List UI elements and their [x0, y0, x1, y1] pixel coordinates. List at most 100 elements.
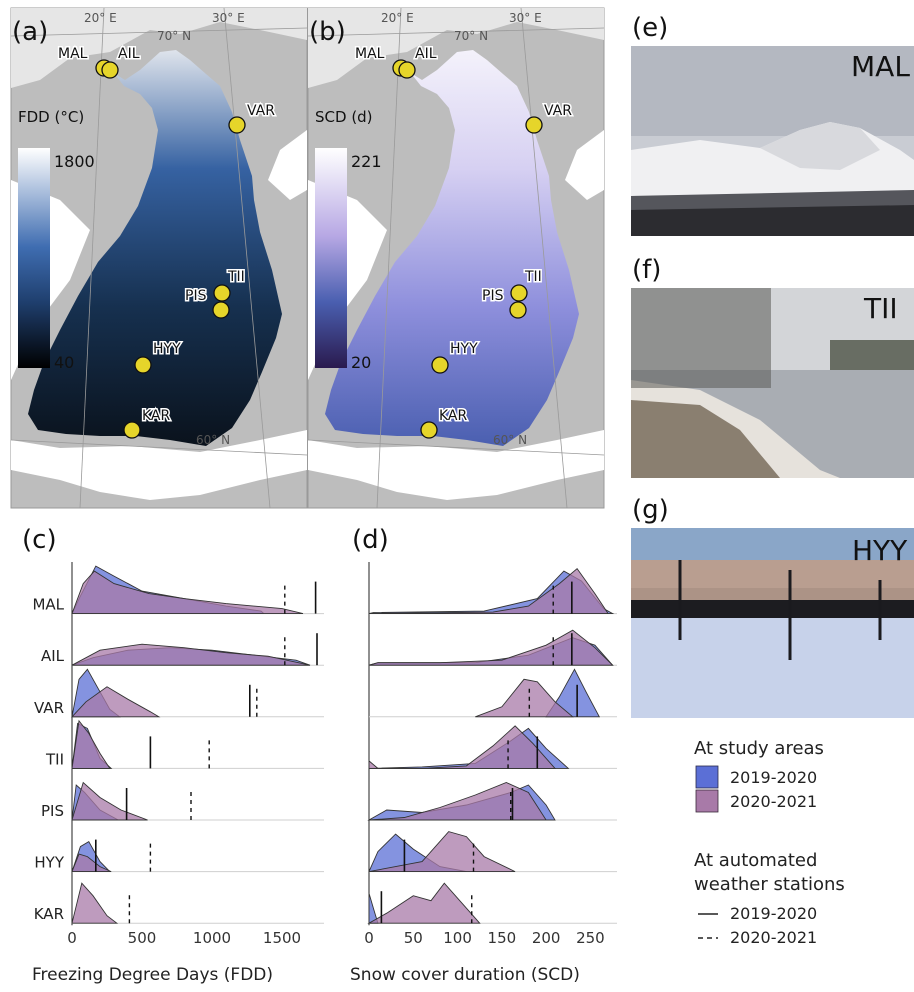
x-tick-label: 200: [532, 929, 561, 947]
lat-70-label-b: 70° N: [454, 29, 488, 43]
x-tick-label: 0: [364, 929, 374, 947]
photo-label-hyy: HYY: [852, 534, 908, 567]
density-mal-2020-2021: [71, 570, 304, 615]
site-label-tii: TII: [227, 269, 245, 285]
site-marker-hyy: [431, 356, 449, 374]
fdd-colorbar: [18, 148, 50, 368]
x-tick-label: 0: [67, 929, 77, 947]
fdd-colorbar-min: 40: [54, 353, 74, 372]
legend-aws-2020-label: 2020-2021: [730, 928, 817, 947]
site-label-var: VAR: [544, 103, 572, 119]
site-label-pis: PIS: [185, 288, 207, 304]
photo-tii: [631, 288, 914, 478]
site-row-label-mal: MAL: [32, 596, 64, 614]
site-marker-tii: [510, 284, 528, 302]
density-ail-2020-2021: [71, 643, 311, 666]
lon-30-label-a: 30° E: [212, 11, 245, 25]
map-a-sites: MAL AIL VAR TII PIS HYY KAR: [57, 45, 277, 439]
lon-30-label-b: 30° E: [509, 11, 542, 25]
scd-axis-label: Snow cover duration (SCD): [350, 965, 580, 985]
site-marker-var: [525, 116, 543, 134]
lon-20-label-b: 20° E: [381, 11, 414, 25]
x-tick-label: 150: [488, 929, 517, 947]
site-label-kar: KAR: [439, 408, 468, 424]
x-tick-label: 100: [443, 929, 472, 947]
photo-mal: [631, 46, 914, 236]
photo-hyy: [631, 528, 914, 718]
legend-swatch-2019: [695, 765, 719, 789]
legend-study-2020-label: 2020-2021: [730, 792, 817, 811]
site-marker-kar: [420, 421, 438, 439]
x-tick-label: 50: [404, 929, 423, 947]
scd-colorbar: [315, 148, 347, 368]
site-label-ail: AIL: [415, 46, 437, 62]
x-tick-label: 1000: [193, 929, 231, 947]
site-row-label-hyy: HYY: [34, 854, 64, 872]
legend-study-2019-label: 2019-2020: [730, 768, 817, 787]
legend-aws-title-2: weather stations: [694, 874, 845, 895]
panel-label-d: (d): [352, 525, 389, 555]
x-tick-label: 1500: [263, 929, 301, 947]
panel-label-a: (a): [12, 17, 48, 47]
lon-20-label-a: 20° E: [84, 11, 117, 25]
map-fdd-panel: 20° E 30° E 70° N 60° N FDD (°C) 1800 40…: [10, 7, 308, 509]
site-marker-tii: [213, 284, 231, 302]
density-kar-2020-2021: [71, 882, 119, 924]
site-row-label-pis: PIS: [41, 802, 64, 820]
density-hyy-2020-2021: [71, 853, 112, 873]
photo-label-tii: TII: [863, 292, 898, 325]
lat-70-label-a: 70° N: [157, 29, 191, 43]
site-marker-var: [228, 116, 246, 134]
site-label-tii: TII: [524, 269, 542, 285]
fdd-colorbar-max: 1800: [54, 152, 95, 171]
density-var-2019-2020: [545, 668, 601, 718]
site-marker-pis: [509, 301, 527, 319]
scd-colorbar-max: 221: [351, 152, 382, 171]
fdd-axis-label: Freezing Degree Days (FDD): [32, 965, 273, 985]
lat-60-label-b: 60° N: [493, 433, 527, 447]
density-hyy-2020-2021: [368, 831, 516, 873]
density-kar-2020-2021: [367, 882, 481, 924]
panel-label-c: (c): [22, 525, 57, 555]
legend-swatch-2020: [695, 789, 719, 813]
density-pis-2020-2021: [71, 781, 148, 821]
panel-label-b: (b): [309, 17, 346, 47]
site-label-mal: MAL: [58, 46, 88, 62]
density-ail-2020-2021: [368, 629, 614, 666]
density-pis-2020-2021: [368, 782, 547, 821]
panel-label-g: (g): [632, 495, 669, 525]
site-row-label-var: VAR: [34, 699, 64, 717]
photo-label-mal: MAL: [851, 50, 910, 83]
density-var-2020-2021: [70, 686, 161, 718]
site-marker-kar: [123, 421, 141, 439]
legend-aws-title-1: At automated: [694, 850, 817, 871]
site-label-hyy: HYY: [153, 341, 181, 357]
x-tick-label: 500: [128, 929, 157, 947]
site-label-kar: KAR: [142, 408, 171, 424]
fdd-colorbar-title: FDD (°C): [18, 108, 84, 126]
ridge-chart-scd: 0 50 100 150 200 250: [364, 562, 617, 947]
site-label-pis: PIS: [482, 288, 504, 304]
site-label-hyy: HYY: [450, 341, 478, 357]
site-marker-hyy: [134, 356, 152, 374]
site-row-label-kar: KAR: [34, 905, 64, 923]
lat-60-label-a: 60° N: [196, 433, 230, 447]
site-row-label-tii: TII: [45, 750, 64, 768]
site-marker-ail: [101, 61, 119, 79]
panel-label-f: (f): [632, 255, 661, 285]
legend-aws-2019-label: 2019-2020: [730, 904, 817, 923]
legend-study-title: At study areas: [694, 738, 824, 759]
density-mal-2020-2021: [368, 567, 609, 615]
site-label-ail: AIL: [118, 46, 140, 62]
site-row-label-ail: AIL: [41, 647, 65, 665]
site-marker-ail: [398, 61, 416, 79]
scd-colorbar-min: 20: [351, 353, 371, 372]
site-label-mal: MAL: [355, 46, 385, 62]
site-marker-pis: [212, 301, 230, 319]
map-scd-panel: 20° E 30° E 70° N 60° N SCD (d) 221 20 (…: [307, 7, 605, 509]
x-tick-label: 250: [576, 929, 605, 947]
site-label-var: VAR: [247, 103, 275, 119]
map-b-sites: MAL AIL VAR TII PIS HYY KAR: [354, 45, 574, 439]
panel-label-e: (e): [632, 13, 668, 43]
